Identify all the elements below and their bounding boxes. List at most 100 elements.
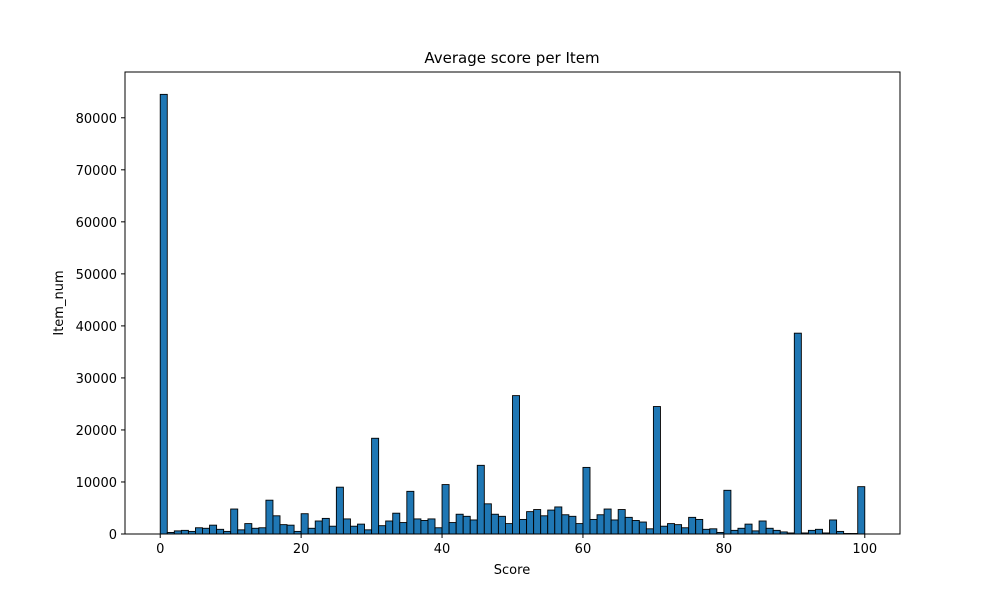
y-tick-label: 30000 — [76, 372, 117, 387]
y-axis-label: Item_num — [52, 270, 67, 335]
bar — [589, 518, 598, 535]
bar — [469, 519, 478, 535]
bar — [505, 523, 513, 535]
bar — [610, 519, 619, 535]
bar — [490, 513, 499, 535]
bar — [638, 521, 647, 535]
bar — [307, 527, 316, 535]
bar — [420, 520, 429, 535]
bar — [526, 511, 535, 535]
bar — [258, 527, 267, 535]
bar — [730, 529, 739, 535]
bar — [180, 529, 189, 535]
bar — [364, 529, 373, 535]
bar — [660, 525, 668, 535]
bar — [723, 489, 732, 535]
bar — [652, 406, 661, 535]
bar — [371, 437, 380, 535]
y-tick-label: 0 — [109, 528, 117, 543]
bar — [462, 515, 471, 535]
bar — [561, 514, 570, 535]
bar — [448, 522, 457, 535]
bar — [195, 527, 203, 535]
bar — [314, 520, 323, 535]
bar — [519, 518, 528, 535]
bar — [251, 527, 260, 535]
bar — [350, 525, 358, 535]
bar — [540, 515, 549, 535]
bar — [378, 525, 387, 535]
bar — [631, 520, 640, 535]
bar — [286, 524, 295, 535]
bar — [568, 515, 577, 535]
y-tick-label: 20000 — [76, 424, 117, 439]
bar — [575, 523, 584, 535]
x-axis-ticks: 0 20 40 60 80 100 — [156, 534, 877, 557]
bar — [737, 527, 746, 535]
bar — [744, 523, 753, 535]
y-tick-label: 40000 — [76, 320, 117, 335]
bar — [392, 512, 401, 535]
x-tick-label: 40 — [434, 542, 451, 557]
bar — [815, 528, 823, 535]
bar — [547, 509, 556, 535]
bar — [434, 527, 443, 535]
bar — [279, 524, 288, 535]
x-tick-label: 0 — [156, 542, 164, 557]
bar — [300, 513, 309, 535]
bar — [596, 514, 605, 535]
bar — [455, 513, 464, 535]
bar — [624, 516, 633, 535]
bar — [645, 528, 654, 535]
bar — [793, 332, 802, 535]
y-tick-label: 50000 — [76, 268, 117, 283]
bars-group — [159, 93, 866, 535]
plot-frame — [124, 71, 901, 535]
bar — [674, 524, 683, 535]
bar — [582, 466, 591, 535]
bar — [512, 395, 520, 535]
bar — [342, 518, 351, 535]
bar — [681, 527, 690, 535]
y-axis-ticks: 0 10000 20000 30000 40000 50000 60000 70000 8000… — [76, 112, 125, 543]
y-tick-label: 80000 — [76, 112, 117, 127]
y-tick-label: 10000 — [76, 476, 117, 491]
bar — [328, 525, 337, 535]
bar — [427, 518, 436, 535]
bar — [688, 516, 697, 535]
bar — [554, 506, 563, 535]
bar — [272, 515, 281, 535]
x-axis-label: Score — [494, 563, 530, 578]
bar — [617, 509, 626, 535]
bar — [406, 490, 415, 535]
bar — [357, 523, 365, 535]
bar — [230, 508, 239, 535]
bar — [497, 515, 506, 535]
bar — [244, 523, 253, 535]
bar — [758, 520, 767, 535]
bar — [702, 528, 711, 535]
bar — [807, 529, 816, 535]
bar — [216, 528, 225, 535]
bar — [321, 517, 330, 535]
bar — [237, 529, 246, 535]
chart-title: Average score per Item — [424, 49, 599, 67]
bar — [476, 464, 485, 535]
bar — [667, 523, 675, 535]
bar — [385, 520, 394, 535]
bar — [335, 486, 344, 535]
bar — [603, 508, 612, 535]
bar — [829, 519, 838, 535]
bar — [202, 527, 210, 535]
y-tick-label: 70000 — [76, 164, 117, 179]
y-tick-label: 60000 — [76, 216, 117, 231]
bar — [441, 484, 450, 535]
x-tick-label: 80 — [716, 542, 733, 557]
bar — [857, 486, 866, 535]
bar — [159, 93, 168, 535]
bar — [265, 499, 274, 535]
bar — [483, 503, 492, 535]
x-tick-label: 100 — [852, 542, 877, 557]
x-tick-label: 60 — [575, 542, 592, 557]
